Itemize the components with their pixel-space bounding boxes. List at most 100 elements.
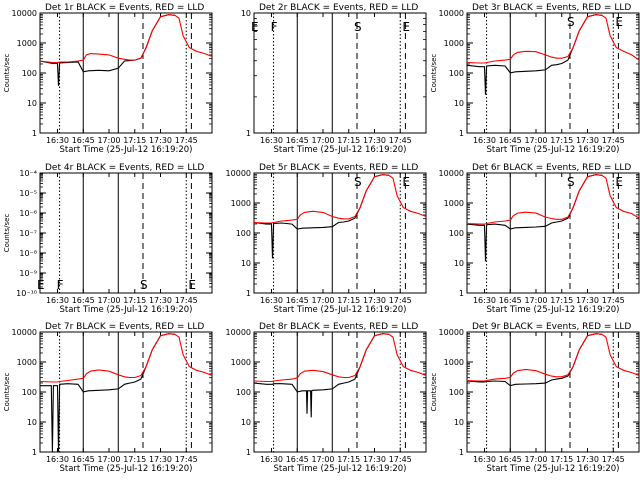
- y-tick-label: 10: [241, 418, 251, 427]
- x-tick-label: 17:00: [524, 455, 547, 464]
- y-tick-label: 10: [27, 418, 37, 427]
- y-tick-label: 10000: [12, 9, 37, 18]
- marker-label: S: [354, 175, 362, 189]
- x-tick-label: 17:30: [576, 136, 599, 145]
- panel-title: Det 7r BLACK = Events, RED = LLD: [45, 322, 204, 332]
- plot-frame: [253, 12, 427, 134]
- x-tick-label: 17:15: [550, 296, 573, 305]
- y-tick-label: 10000: [12, 328, 37, 337]
- y-tick-label: 10⁻⁷: [19, 229, 37, 238]
- marker-label: F: [57, 278, 64, 292]
- y-tick-label: 10⁻¹⁰: [16, 289, 37, 298]
- y-tick-label: 10: [27, 99, 37, 108]
- x-tick-label: 17:15: [337, 136, 360, 145]
- x-tick-label: 17:45: [175, 455, 198, 464]
- y-tick-label: 1: [246, 289, 251, 298]
- x-tick-label: 16:45: [286, 455, 309, 464]
- lld-rate-series: [39, 14, 213, 64]
- x-axis-label: Start Time (25-Jul-12 16:19:20): [487, 305, 620, 315]
- x-axis-label: Start Time (25-Jul-12 16:19:20): [274, 145, 407, 155]
- x-tick-label: 17:45: [389, 136, 412, 145]
- panel-det-8: Det 8r BLACK = Events, RED = LLD 16:30 16:…: [226, 322, 427, 474]
- x-tick-label: 17:00: [97, 296, 120, 305]
- y-tick-label: 10: [454, 259, 464, 268]
- panel-det-1: Det 1r BLACK = Events, RED = LLD 16:30 16:…: [3, 3, 213, 155]
- x-tick-label: 17:00: [524, 296, 547, 305]
- x-tick-label: 17:30: [149, 136, 172, 145]
- y-tick-label: 1000: [444, 199, 464, 208]
- x-axis-label: Start Time (25-Jul-12 16:19:20): [274, 464, 407, 474]
- y-tick-label: 1000: [444, 358, 464, 367]
- y-tick-label: 1000: [231, 199, 251, 208]
- x-axis-label: Start Time (25-Jul-12 16:19:20): [60, 464, 193, 474]
- y-axis-label: Counts/sec: [3, 54, 11, 93]
- x-tick-label: 17:30: [363, 455, 386, 464]
- x-tick-label: 16:30: [260, 455, 283, 464]
- panel-det-9: Det 9r BLACK = Events, RED = LLD 16:30 16:…: [430, 322, 640, 474]
- x-tick-label: 17:30: [149, 455, 172, 464]
- x-tick-label: 17:30: [363, 296, 386, 305]
- y-tick-label: 1: [246, 129, 251, 138]
- x-axis-label: Start Time (25-Jul-12 16:19:20): [487, 464, 620, 474]
- panel-det-6: Det 6r BLACK = Events, RED = LLD 16:30 16:…: [439, 163, 640, 315]
- y-tick-label: 10⁻⁵: [19, 189, 37, 198]
- y-tick-label: 10000: [226, 169, 251, 178]
- marker-label: E: [615, 175, 623, 189]
- x-tick-label: 16:45: [286, 296, 309, 305]
- marker-label: E: [402, 175, 410, 189]
- x-tick-label: 17:15: [123, 296, 146, 305]
- y-tick-label: 1000: [17, 358, 37, 367]
- y-tick-label: 100: [22, 69, 37, 78]
- y-axis-label: Counts/sec: [430, 54, 438, 93]
- marker-label: E: [188, 278, 196, 292]
- lld-rate-series: [466, 333, 640, 382]
- y-tick-label: 100: [236, 388, 251, 397]
- y-axis-label: Counts/sec: [430, 373, 438, 412]
- lld-rate-series: [39, 333, 213, 383]
- y-axis-label: Counts/sec: [3, 214, 11, 253]
- y-tick-label: 10000: [226, 328, 251, 337]
- marker-label: S: [567, 15, 575, 29]
- y-tick-label: 10⁻⁶: [19, 209, 37, 218]
- marker-label: F: [271, 20, 278, 34]
- y-tick-label: 1000: [17, 39, 37, 48]
- x-tick-label: 17:00: [311, 136, 334, 145]
- x-tick-label: 17:45: [602, 136, 625, 145]
- x-tick-label: 16:30: [46, 136, 69, 145]
- y-tick-label: 1: [32, 448, 37, 457]
- y-tick-label: 1: [459, 289, 464, 298]
- panel-title: Det 9r BLACK = Events, RED = LLD: [472, 322, 631, 332]
- panel-det-4: Det 4r BLACK = Events, RED = LLD 16:30 16:…: [3, 163, 213, 315]
- y-tick-label: 1: [32, 129, 37, 138]
- x-tick-label: 16:30: [473, 296, 496, 305]
- y-tick-label: 10⁻⁸: [19, 249, 37, 258]
- x-tick-label: 16:30: [46, 455, 69, 464]
- y-tick-label: 100: [236, 229, 251, 238]
- lld-rate-series: [466, 14, 640, 64]
- panel-det-2: Det 2r BLACK = Events, RED = LLD 16:30 16:…: [241, 3, 427, 155]
- x-tick-label: 16:30: [473, 455, 496, 464]
- x-tick-label: 17:00: [97, 455, 120, 464]
- y-tick-label: 10: [241, 259, 251, 268]
- x-tick-label: 17:45: [175, 296, 198, 305]
- x-tick-label: 17:45: [389, 296, 412, 305]
- panel-title: Det 3r BLACK = Events, RED = LLD: [472, 3, 631, 13]
- x-tick-label: 17:15: [550, 136, 573, 145]
- x-tick-label: 16:45: [499, 136, 522, 145]
- x-tick-label: 17:30: [576, 455, 599, 464]
- y-tick-label: 100: [22, 388, 37, 397]
- x-tick-label: 16:30: [46, 296, 69, 305]
- x-tick-label: 17:15: [337, 296, 360, 305]
- y-tick-label: 1: [459, 129, 464, 138]
- x-tick-label: 17:15: [123, 136, 146, 145]
- x-tick-label: 17:15: [123, 455, 146, 464]
- y-tick-label: 10000: [439, 9, 464, 18]
- y-tick-label: 10000: [439, 328, 464, 337]
- panel-det-3: Det 3r BLACK = Events, RED = LLD 16:30 16:…: [430, 3, 640, 155]
- x-tick-label: 16:45: [499, 455, 522, 464]
- marker-label: S: [354, 20, 362, 34]
- panel-title: Det 4r BLACK = Events, RED = LLD: [45, 163, 204, 173]
- y-tick-label: 1000: [231, 358, 251, 367]
